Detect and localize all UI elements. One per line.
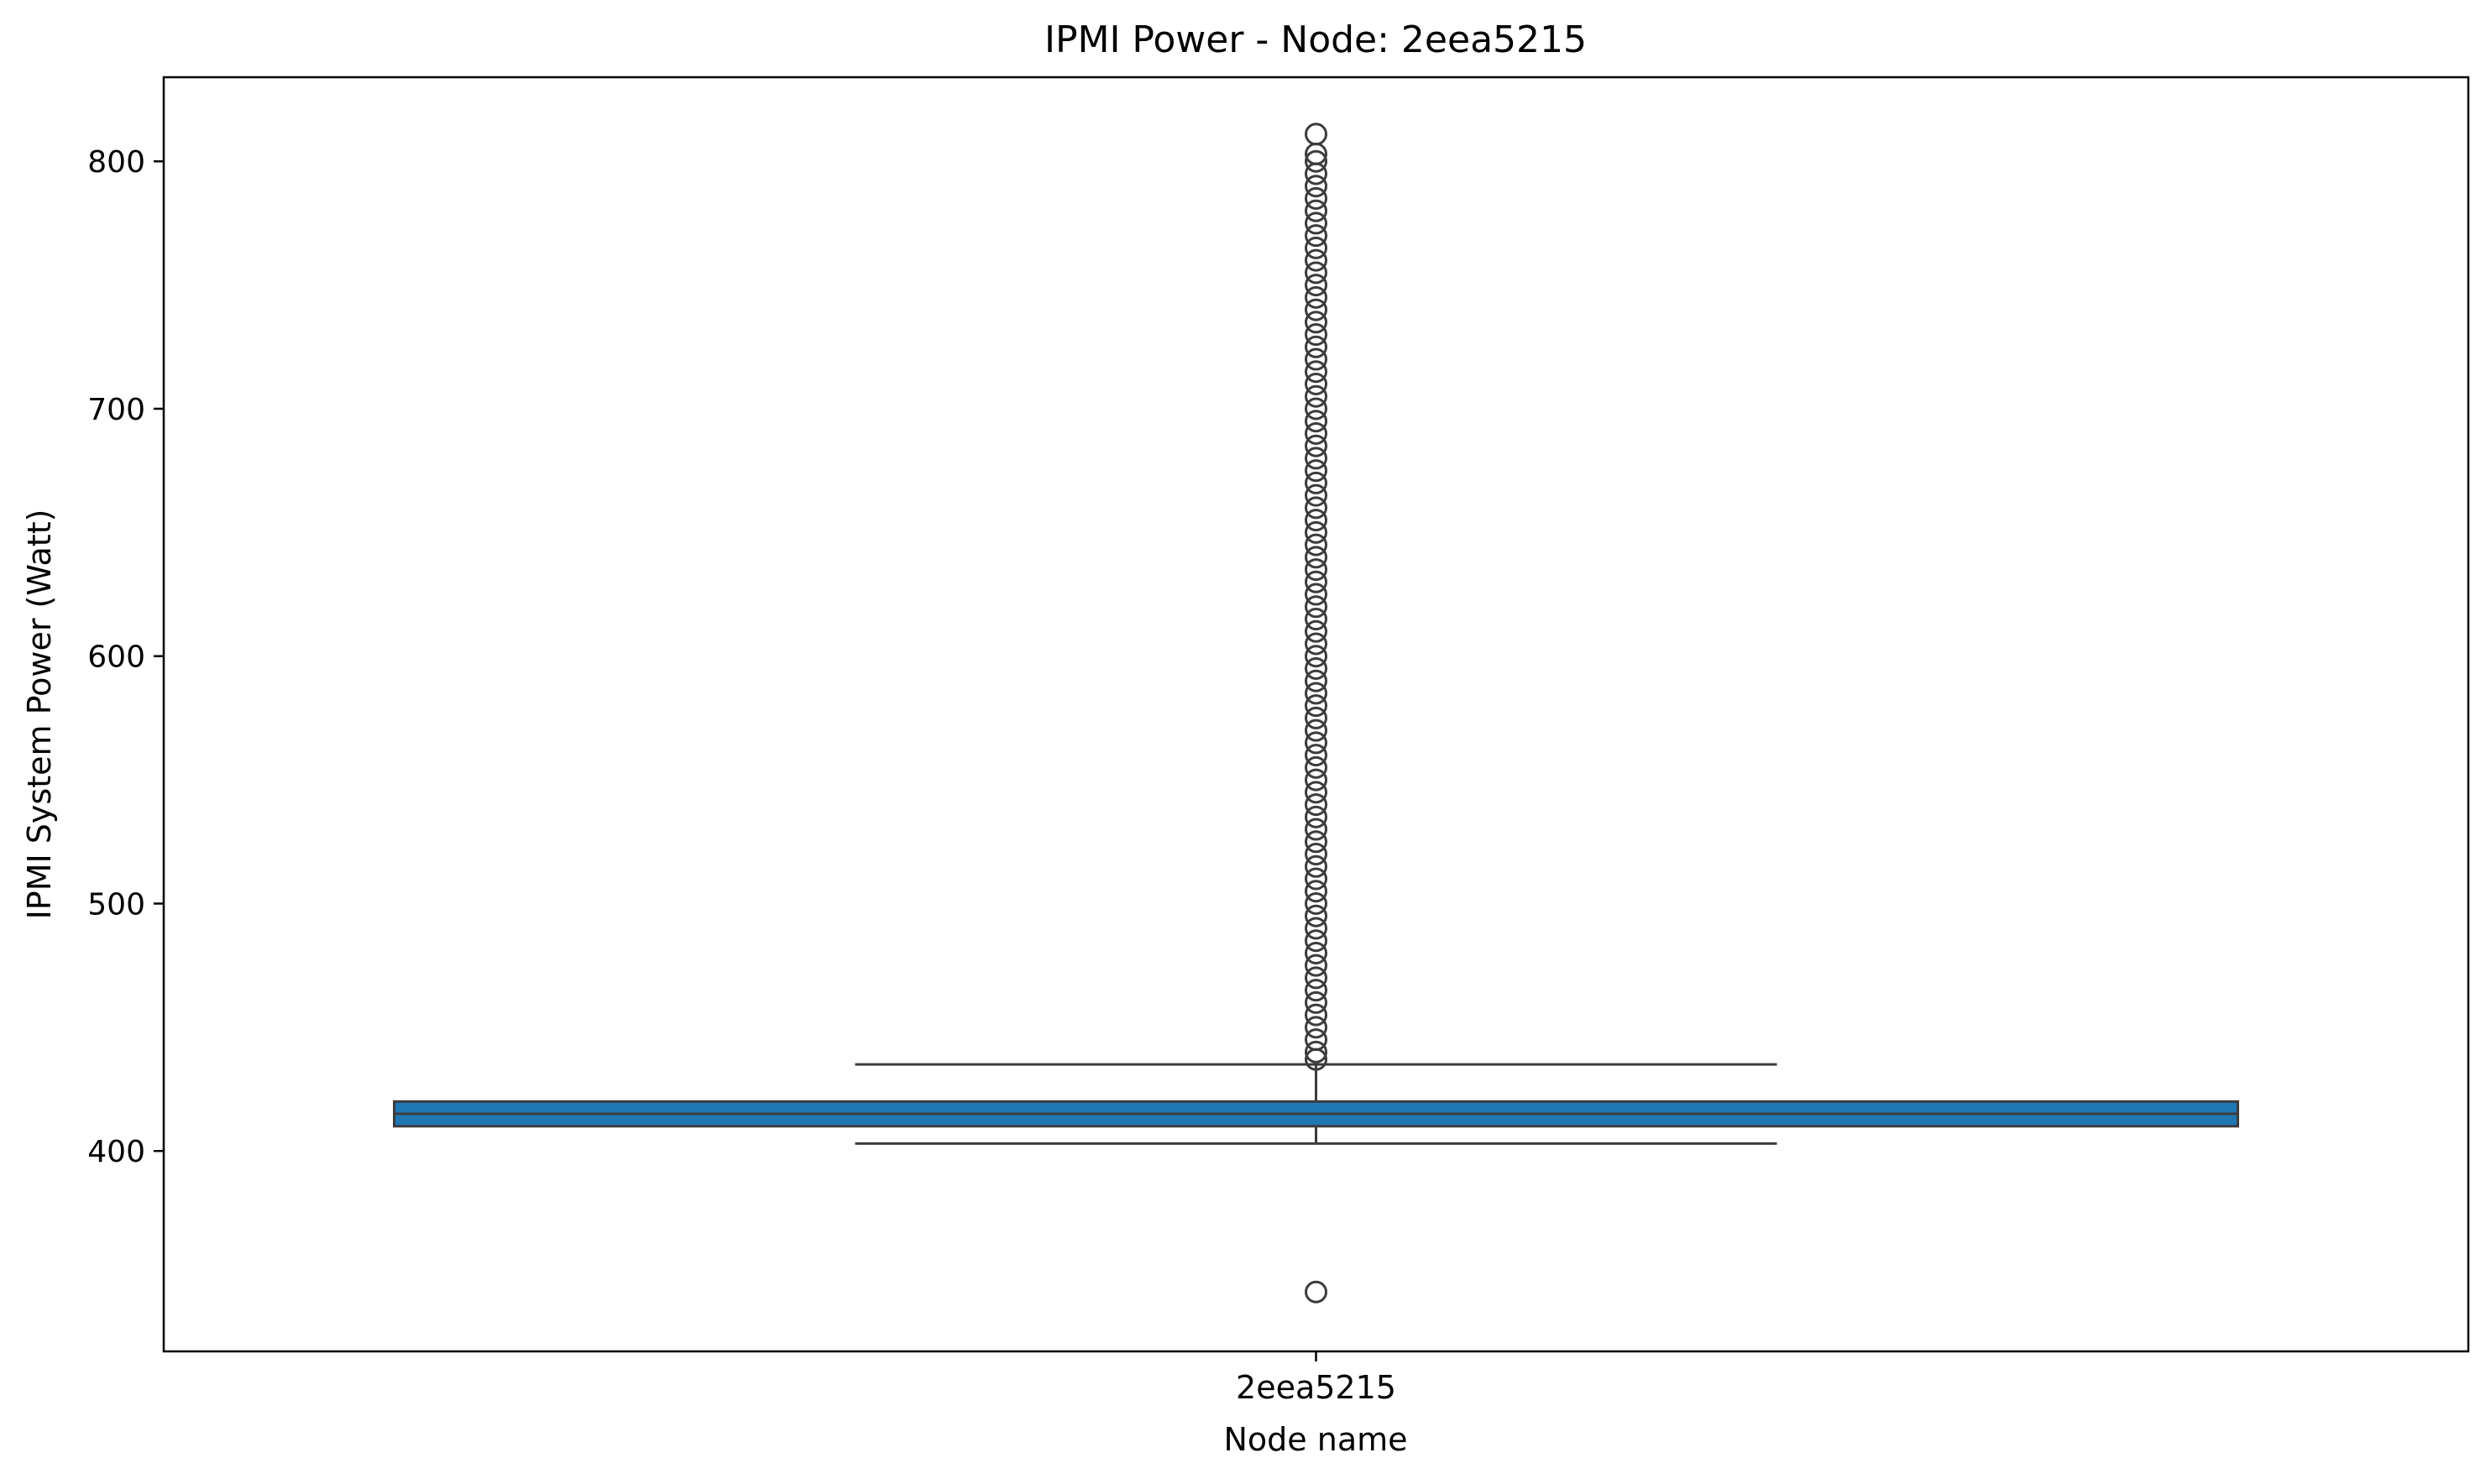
x-tick-label: 2eea5215 [1236, 1369, 1396, 1406]
outlier-point [1305, 471, 1327, 494]
outlier-point [1305, 274, 1327, 297]
outlier-point [1305, 706, 1327, 729]
outlier-point [1305, 298, 1327, 321]
outlier-point [1305, 755, 1327, 779]
outlier-point [1305, 694, 1327, 718]
outlier-point [1305, 718, 1327, 742]
outlier-point [1305, 175, 1327, 198]
y-tick-label: 400 [87, 1135, 145, 1169]
outlier-point [1305, 744, 1327, 767]
outlier-point [1305, 1016, 1327, 1039]
outlier-point [1305, 880, 1327, 903]
outlier-point [1305, 311, 1327, 334]
outlier-point [1305, 1003, 1327, 1027]
outlier-point [1305, 533, 1327, 556]
outlier-point [1305, 285, 1327, 309]
x-axis-label: Node name [1223, 1421, 1407, 1458]
outlier-point [1305, 558, 1327, 582]
outlier-point [1305, 608, 1327, 631]
x-axis: 2eea5215 [1236, 1351, 1396, 1406]
outlier-point [1305, 459, 1327, 483]
outlier-point [1305, 496, 1327, 520]
chart-title: IPMI Power - Node: 2eea5215 [1044, 18, 1587, 61]
outlier-point [1305, 372, 1327, 395]
box-group [393, 123, 2239, 1304]
outlier-point [1305, 397, 1327, 421]
outlier-point [1305, 323, 1327, 347]
outlier-point [1305, 966, 1327, 990]
outlier-point [1305, 335, 1327, 358]
outlier-point [1305, 941, 1327, 964]
y-tick-label: 800 [87, 145, 145, 180]
plot-area-frame [162, 76, 2470, 1353]
outlier-point [1305, 186, 1327, 210]
outlier-point [1305, 682, 1327, 705]
outlier-point [1305, 224, 1327, 248]
outlier-point [1305, 434, 1327, 457]
outlier-point [1305, 546, 1327, 569]
outlier-point [1305, 929, 1327, 953]
outlier-point [1305, 570, 1327, 593]
outlier-point [1305, 954, 1327, 977]
outlier-point [1305, 793, 1327, 817]
outlier-point [1305, 384, 1327, 408]
outlier-point [1305, 421, 1327, 445]
box-marks [393, 123, 2239, 1304]
outlier-point [1305, 1280, 1327, 1304]
outlier-point [1305, 619, 1327, 643]
outlier-point [1305, 781, 1327, 804]
outlier-point [1305, 768, 1327, 792]
outlier-point [1305, 410, 1327, 433]
outlier-point [1305, 917, 1327, 940]
outlier-point [1305, 854, 1327, 878]
outlier-point [1305, 199, 1327, 222]
outlier-point [1305, 830, 1327, 854]
outlier-point [1305, 261, 1327, 285]
outlier-point [1305, 656, 1327, 680]
outlier-point [1305, 447, 1327, 470]
outlier-point [1305, 149, 1327, 173]
outlier-point [1305, 212, 1327, 235]
outlier-point [1305, 236, 1327, 259]
outlier-point [1305, 347, 1327, 371]
outlier-point [1305, 843, 1327, 866]
outlier-point [1305, 360, 1327, 384]
outlier-point [1305, 1028, 1327, 1052]
outlier-point [1305, 520, 1327, 544]
outlier-point [1305, 805, 1327, 828]
y-axis-label: IPMI System Power (Watt) [21, 509, 58, 920]
outlier-point [1305, 583, 1327, 606]
y-tick-label: 500 [87, 887, 145, 922]
y-tick-label: 600 [87, 640, 145, 675]
y-tick-label: 700 [87, 393, 145, 427]
outlier-point [1305, 595, 1327, 619]
outlier-point [1305, 891, 1327, 915]
outlier-point [1305, 731, 1327, 755]
y-axis: 400 500 600 700 800 [87, 145, 164, 1169]
outlier-point [1305, 483, 1327, 507]
outlier-point [1305, 990, 1327, 1014]
outlier-point [1305, 867, 1327, 891]
outlier-point [1305, 645, 1327, 668]
outlier-point [1305, 1040, 1327, 1063]
outlier-point [1305, 669, 1327, 692]
outlier-point [1305, 632, 1327, 656]
outlier-point [1305, 979, 1327, 1002]
outlier-point [1305, 818, 1327, 841]
outlier-point [1305, 248, 1327, 272]
outlier-point [1305, 904, 1327, 928]
outlier-point [1305, 509, 1327, 532]
outlier-point [1305, 123, 1327, 146]
